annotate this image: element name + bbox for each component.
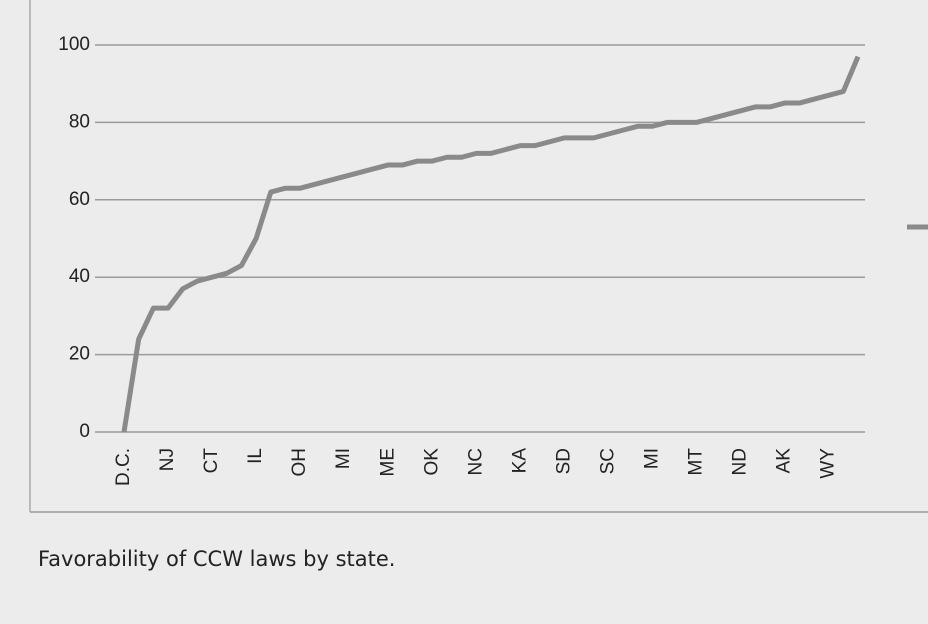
- y-tick-label: 40: [69, 266, 90, 287]
- x-tick-label: CT: [201, 448, 222, 474]
- x-tick-label: ND: [730, 448, 751, 475]
- x-tick-label: MT: [686, 448, 707, 476]
- data-line: [121, 55, 861, 433]
- x-tick-label: KA: [509, 448, 530, 474]
- y-tick-label: 100: [58, 34, 90, 55]
- x-tick-label: NC: [465, 448, 486, 475]
- x-tick-label: OH: [289, 448, 310, 477]
- x-tick-label: ME: [377, 448, 398, 477]
- y-tick-label: 60: [69, 189, 90, 210]
- y-tick-label: 20: [69, 344, 90, 365]
- x-tick-label: NJ: [157, 448, 178, 471]
- caption: Favorability of CCW laws by state.: [38, 547, 395, 571]
- x-tick-label: MI: [333, 448, 354, 469]
- y-tick-label: 80: [69, 111, 90, 132]
- x-tick-label: D.C.: [113, 448, 134, 486]
- x-tick-label: OK: [421, 448, 442, 476]
- y-tick-label: 0: [79, 421, 90, 442]
- x-tick-label: MI: [641, 448, 662, 469]
- x-tick-label: SC: [597, 448, 618, 474]
- x-tick-label: IL: [245, 448, 266, 464]
- x-tick-label: AK: [774, 448, 795, 474]
- x-tick-label: WY: [818, 448, 839, 479]
- x-tick-label: SD: [553, 448, 574, 474]
